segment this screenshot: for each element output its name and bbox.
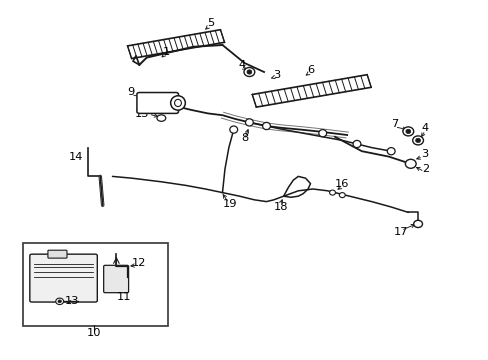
Text: 16: 16	[334, 179, 349, 189]
Ellipse shape	[244, 68, 254, 77]
Text: 6: 6	[306, 65, 313, 75]
Ellipse shape	[157, 115, 165, 121]
Ellipse shape	[413, 220, 422, 228]
Ellipse shape	[229, 126, 237, 133]
Ellipse shape	[415, 138, 420, 143]
Ellipse shape	[339, 193, 345, 198]
Text: 11: 11	[116, 292, 131, 302]
FancyBboxPatch shape	[30, 254, 97, 302]
Text: 7: 7	[390, 119, 397, 129]
Text: 3: 3	[272, 70, 279, 80]
Ellipse shape	[245, 119, 253, 126]
FancyBboxPatch shape	[48, 250, 67, 258]
Text: 12: 12	[132, 258, 146, 268]
Text: 4: 4	[238, 60, 245, 70]
Ellipse shape	[246, 70, 251, 74]
Ellipse shape	[56, 298, 63, 305]
Text: 15: 15	[134, 109, 149, 119]
Text: 5: 5	[206, 18, 213, 28]
Text: 19: 19	[222, 199, 237, 210]
Text: 13: 13	[65, 296, 80, 306]
Text: 3: 3	[420, 149, 427, 159]
FancyBboxPatch shape	[137, 93, 178, 113]
FancyBboxPatch shape	[103, 265, 128, 293]
Ellipse shape	[170, 96, 185, 110]
Ellipse shape	[412, 136, 423, 145]
Text: 10: 10	[87, 328, 102, 338]
Ellipse shape	[318, 130, 326, 137]
Text: 17: 17	[393, 227, 407, 237]
Text: 8: 8	[241, 132, 247, 143]
Ellipse shape	[174, 99, 181, 107]
Ellipse shape	[402, 127, 413, 136]
Ellipse shape	[262, 122, 270, 130]
Ellipse shape	[58, 300, 61, 303]
Ellipse shape	[329, 190, 335, 195]
Text: 18: 18	[273, 202, 288, 212]
Ellipse shape	[405, 159, 415, 168]
Text: 4: 4	[421, 123, 428, 133]
Ellipse shape	[405, 129, 410, 134]
Text: 1: 1	[163, 47, 169, 57]
Ellipse shape	[352, 140, 360, 148]
Text: 14: 14	[68, 152, 83, 162]
Text: 9: 9	[127, 87, 134, 97]
Ellipse shape	[386, 148, 394, 155]
Bar	[23, 243, 167, 326]
Text: 2: 2	[421, 164, 428, 174]
